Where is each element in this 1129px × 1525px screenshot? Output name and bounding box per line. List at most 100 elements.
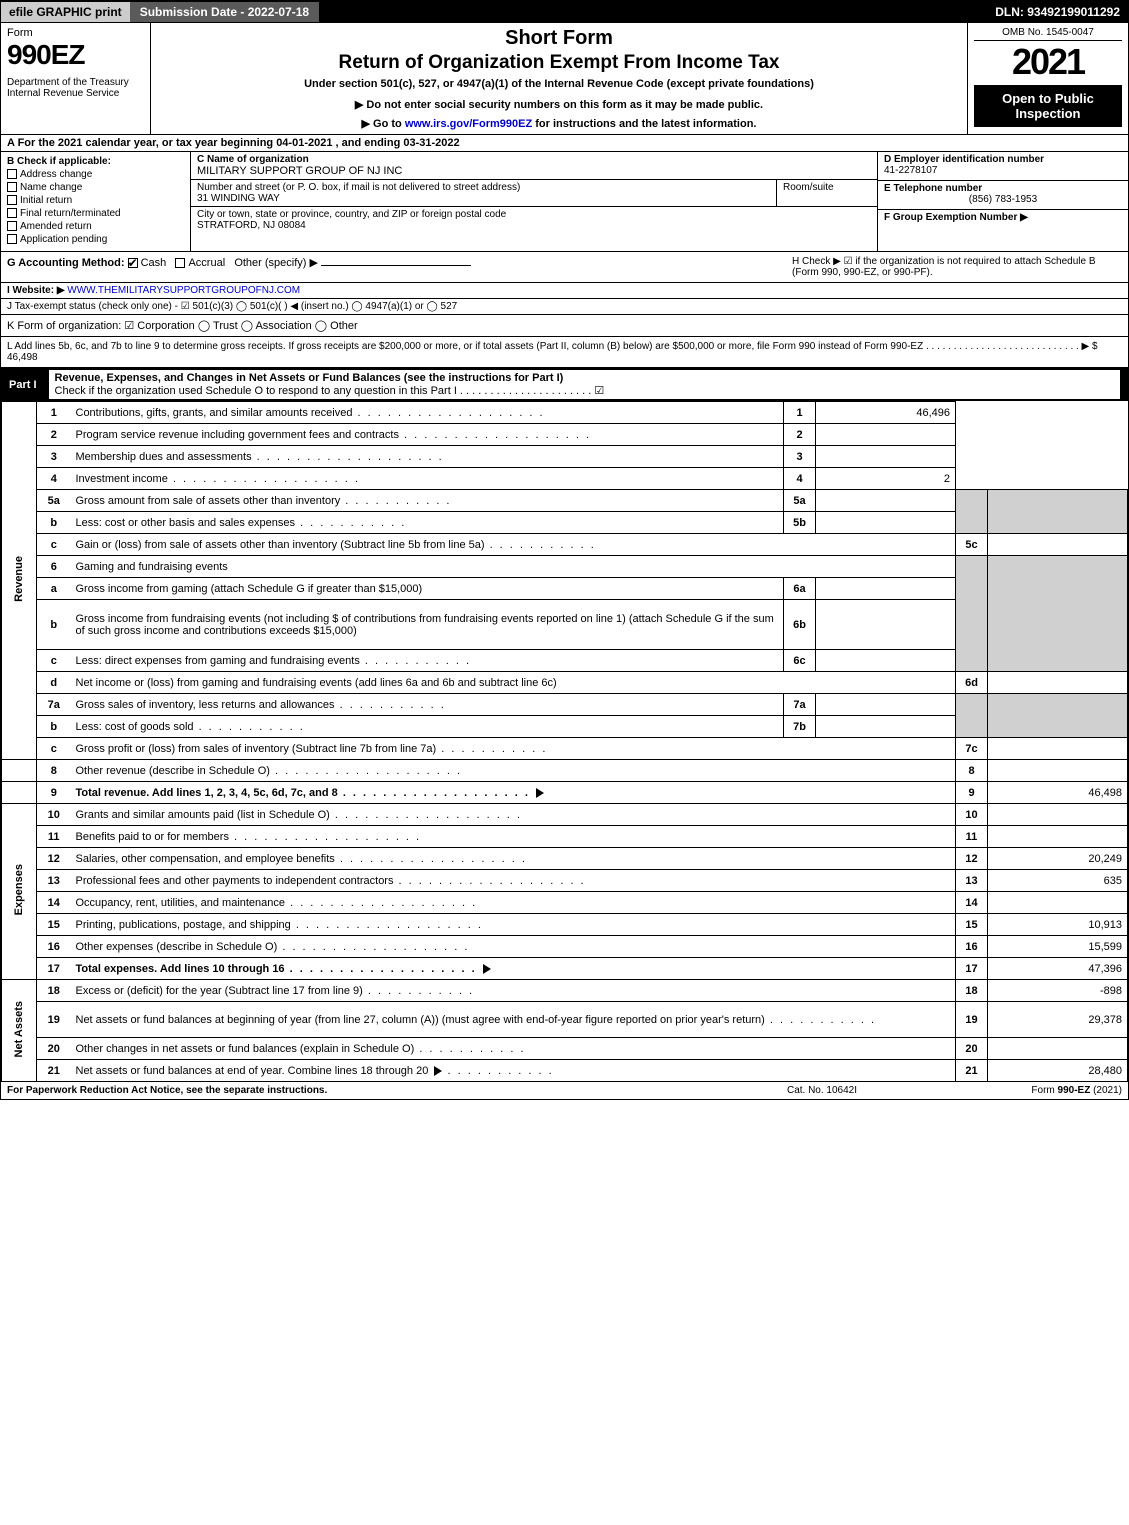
org-name: MILITARY SUPPORT GROUP OF NJ INC [197,165,871,177]
phone-value: (856) 783-1953 [884,194,1122,205]
submission-date: Submission Date - 2022-07-18 [130,2,319,22]
row-A: A For the 2021 calendar year, or tax yea… [1,135,1128,152]
title-short-form: Short Form [159,27,959,50]
line-16-val: 15,599 [988,936,1128,958]
chk-cash[interactable] [128,258,138,268]
chk-final-return[interactable]: Final return/terminated [7,208,184,219]
expenses-tab: Expenses [13,864,25,915]
form-990ez-page: efile GRAPHIC print Submission Date - 20… [0,0,1129,1100]
org-address: 31 WINDING WAY [197,193,770,204]
E-heading: E Telephone number [884,183,1122,194]
revenue-table: Revenue 1Contributions, gifts, grants, a… [1,401,1128,1082]
form-number: 990EZ [7,39,144,71]
dln-number: DLN: 93492199011292 [995,5,1128,19]
D-heading: D Employer identification number [884,154,1122,165]
section-B: B Check if applicable: Address change Na… [1,152,191,251]
part-I-title: Revenue, Expenses, and Changes in Net As… [49,370,1120,399]
line-12-desc: Salaries, other compensation, and employ… [71,848,956,870]
line-4-val: 2 [816,468,956,490]
block-B-to-H: B Check if applicable: Address change Na… [1,152,1128,252]
line-20-desc: Other changes in net assets or fund bala… [71,1038,956,1060]
top-bar: efile GRAPHIC print Submission Date - 20… [1,1,1128,23]
form-header: Form 990EZ Department of the Treasury In… [1,23,1128,135]
line-6a-desc: Gross income from gaming (attach Schedul… [71,578,784,600]
line-13-val: 635 [988,870,1128,892]
line-1-val: 46,496 [816,402,956,424]
line-11-desc: Benefits paid to or for members [71,826,956,848]
part-I-bar: Part I Revenue, Expenses, and Changes in… [1,368,1128,401]
chk-address-change[interactable]: Address change [7,169,184,180]
revenue-tab: Revenue [13,556,25,602]
line-21-desc: Net assets or fund balances at end of ye… [71,1060,956,1082]
line-17-val: 47,396 [988,958,1128,980]
H-text: H Check ▶ ☑ if the organization is not r… [792,256,1122,278]
row-J: J Tax-exempt status (check only one) - ☑… [1,299,1128,315]
line-8-desc: Other revenue (describe in Schedule O) [71,760,956,782]
chk-name-change[interactable]: Name change [7,182,184,193]
line-6b-desc: Gross income from fundraising events (no… [71,600,784,650]
row-L: L Add lines 5b, 6c, and 7b to line 9 to … [1,337,1128,368]
instructions-link-row: ▶ Go to www.irs.gov/Form990EZ for instru… [159,117,959,130]
line-4-desc: Investment income [71,468,784,490]
C-addr-label: Number and street (or P. O. box, if mail… [197,182,770,193]
G-label: G Accounting Method: [7,257,125,269]
line-18-val: -898 [988,980,1128,1002]
line-21-val: 28,480 [988,1060,1128,1082]
line-18-desc: Excess or (deficit) for the year (Subtra… [71,980,956,1002]
line-7b-desc: Less: cost of goods sold [71,716,784,738]
line-6-desc: Gaming and fundraising events [71,556,956,578]
row-I: I Website: ▶ WWW.THEMILITARYSUPPORTGROUP… [1,283,1128,299]
netassets-tab: Net Assets [13,1001,25,1057]
I-label: I Website: ▶ [7,285,65,296]
dept-label: Department of the Treasury Internal Reve… [7,77,144,99]
footer-notice: For Paperwork Reduction Act Notice, see … [7,1085,722,1096]
line-3-desc: Membership dues and assessments [71,446,784,468]
footer-catno: Cat. No. 10642I [722,1085,922,1096]
line-16-desc: Other expenses (describe in Schedule O) [71,936,956,958]
ein-value: 41-2278107 [884,165,1122,176]
arrow-icon [483,964,491,974]
line-19-val: 29,378 [988,1002,1128,1038]
warning-ssn: ▶ Do not enter social security numbers o… [159,98,959,111]
line-9-val: 46,498 [988,782,1128,804]
line-7c-desc: Gross profit or (loss) from sales of inv… [71,738,956,760]
footer-formref: Form 990-EZ (2021) [922,1085,1122,1096]
t5-pre: ▶ Go to [362,118,405,130]
chk-accrual[interactable] [175,258,185,268]
line-5a-desc: Gross amount from sale of assets other t… [76,495,452,507]
part-I-label: Part I [9,379,45,391]
line-14-desc: Occupancy, rent, utilities, and maintena… [71,892,956,914]
line-19-desc: Net assets or fund balances at beginning… [71,1002,956,1038]
line-7a-desc: Gross sales of inventory, less returns a… [71,694,784,716]
line-17-desc: Total expenses. Add lines 10 through 16 [71,958,956,980]
website-link[interactable]: WWW.THEMILITARYSUPPORTGROUPOFNJ.COM [67,285,300,296]
open-inspection: Open to Public Inspection [974,85,1122,127]
F-heading: F Group Exemption Number ▶ [884,212,1122,223]
omb-number: OMB No. 1545-0047 [974,27,1122,41]
line-1-desc: Contributions, gifts, grants, and simila… [71,402,784,424]
line-9-desc: Total revenue. Add lines 1, 2, 3, 4, 5c,… [71,782,956,804]
org-city: STRATFORD, NJ 08084 [197,220,871,231]
line-2-desc: Program service revenue including govern… [71,424,784,446]
chk-initial-return[interactable]: Initial return [7,195,184,206]
line-6d-desc: Net income or (loss) from gaming and fun… [71,672,956,694]
arrow-icon [536,788,544,798]
B-heading: B Check if applicable: [7,156,184,167]
line-13-desc: Professional fees and other payments to … [71,870,956,892]
form-label: Form [7,27,144,39]
line-6c-desc: Less: direct expenses from gaming and fu… [71,650,784,672]
room-suite-label: Room/suite [777,180,877,206]
efile-label: efile GRAPHIC print [1,2,130,22]
arrow-icon [434,1066,442,1076]
page-footer: For Paperwork Reduction Act Notice, see … [1,1082,1128,1099]
section-C: C Name of organization MILITARY SUPPORT … [191,152,878,251]
tax-year: 2021 [974,41,1122,83]
line-15-val: 10,913 [988,914,1128,936]
chk-application-pending[interactable]: Application pending [7,234,184,245]
C-name-label: C Name of organization [197,154,871,165]
irs-link[interactable]: www.irs.gov/Form990EZ [405,118,532,130]
section-DEF: D Employer identification number 41-2278… [878,152,1128,251]
line-5c-desc: Gain or (loss) from sale of assets other… [71,534,956,556]
chk-amended-return[interactable]: Amended return [7,221,184,232]
subtitle-section: Under section 501(c), 527, or 4947(a)(1)… [159,78,959,90]
